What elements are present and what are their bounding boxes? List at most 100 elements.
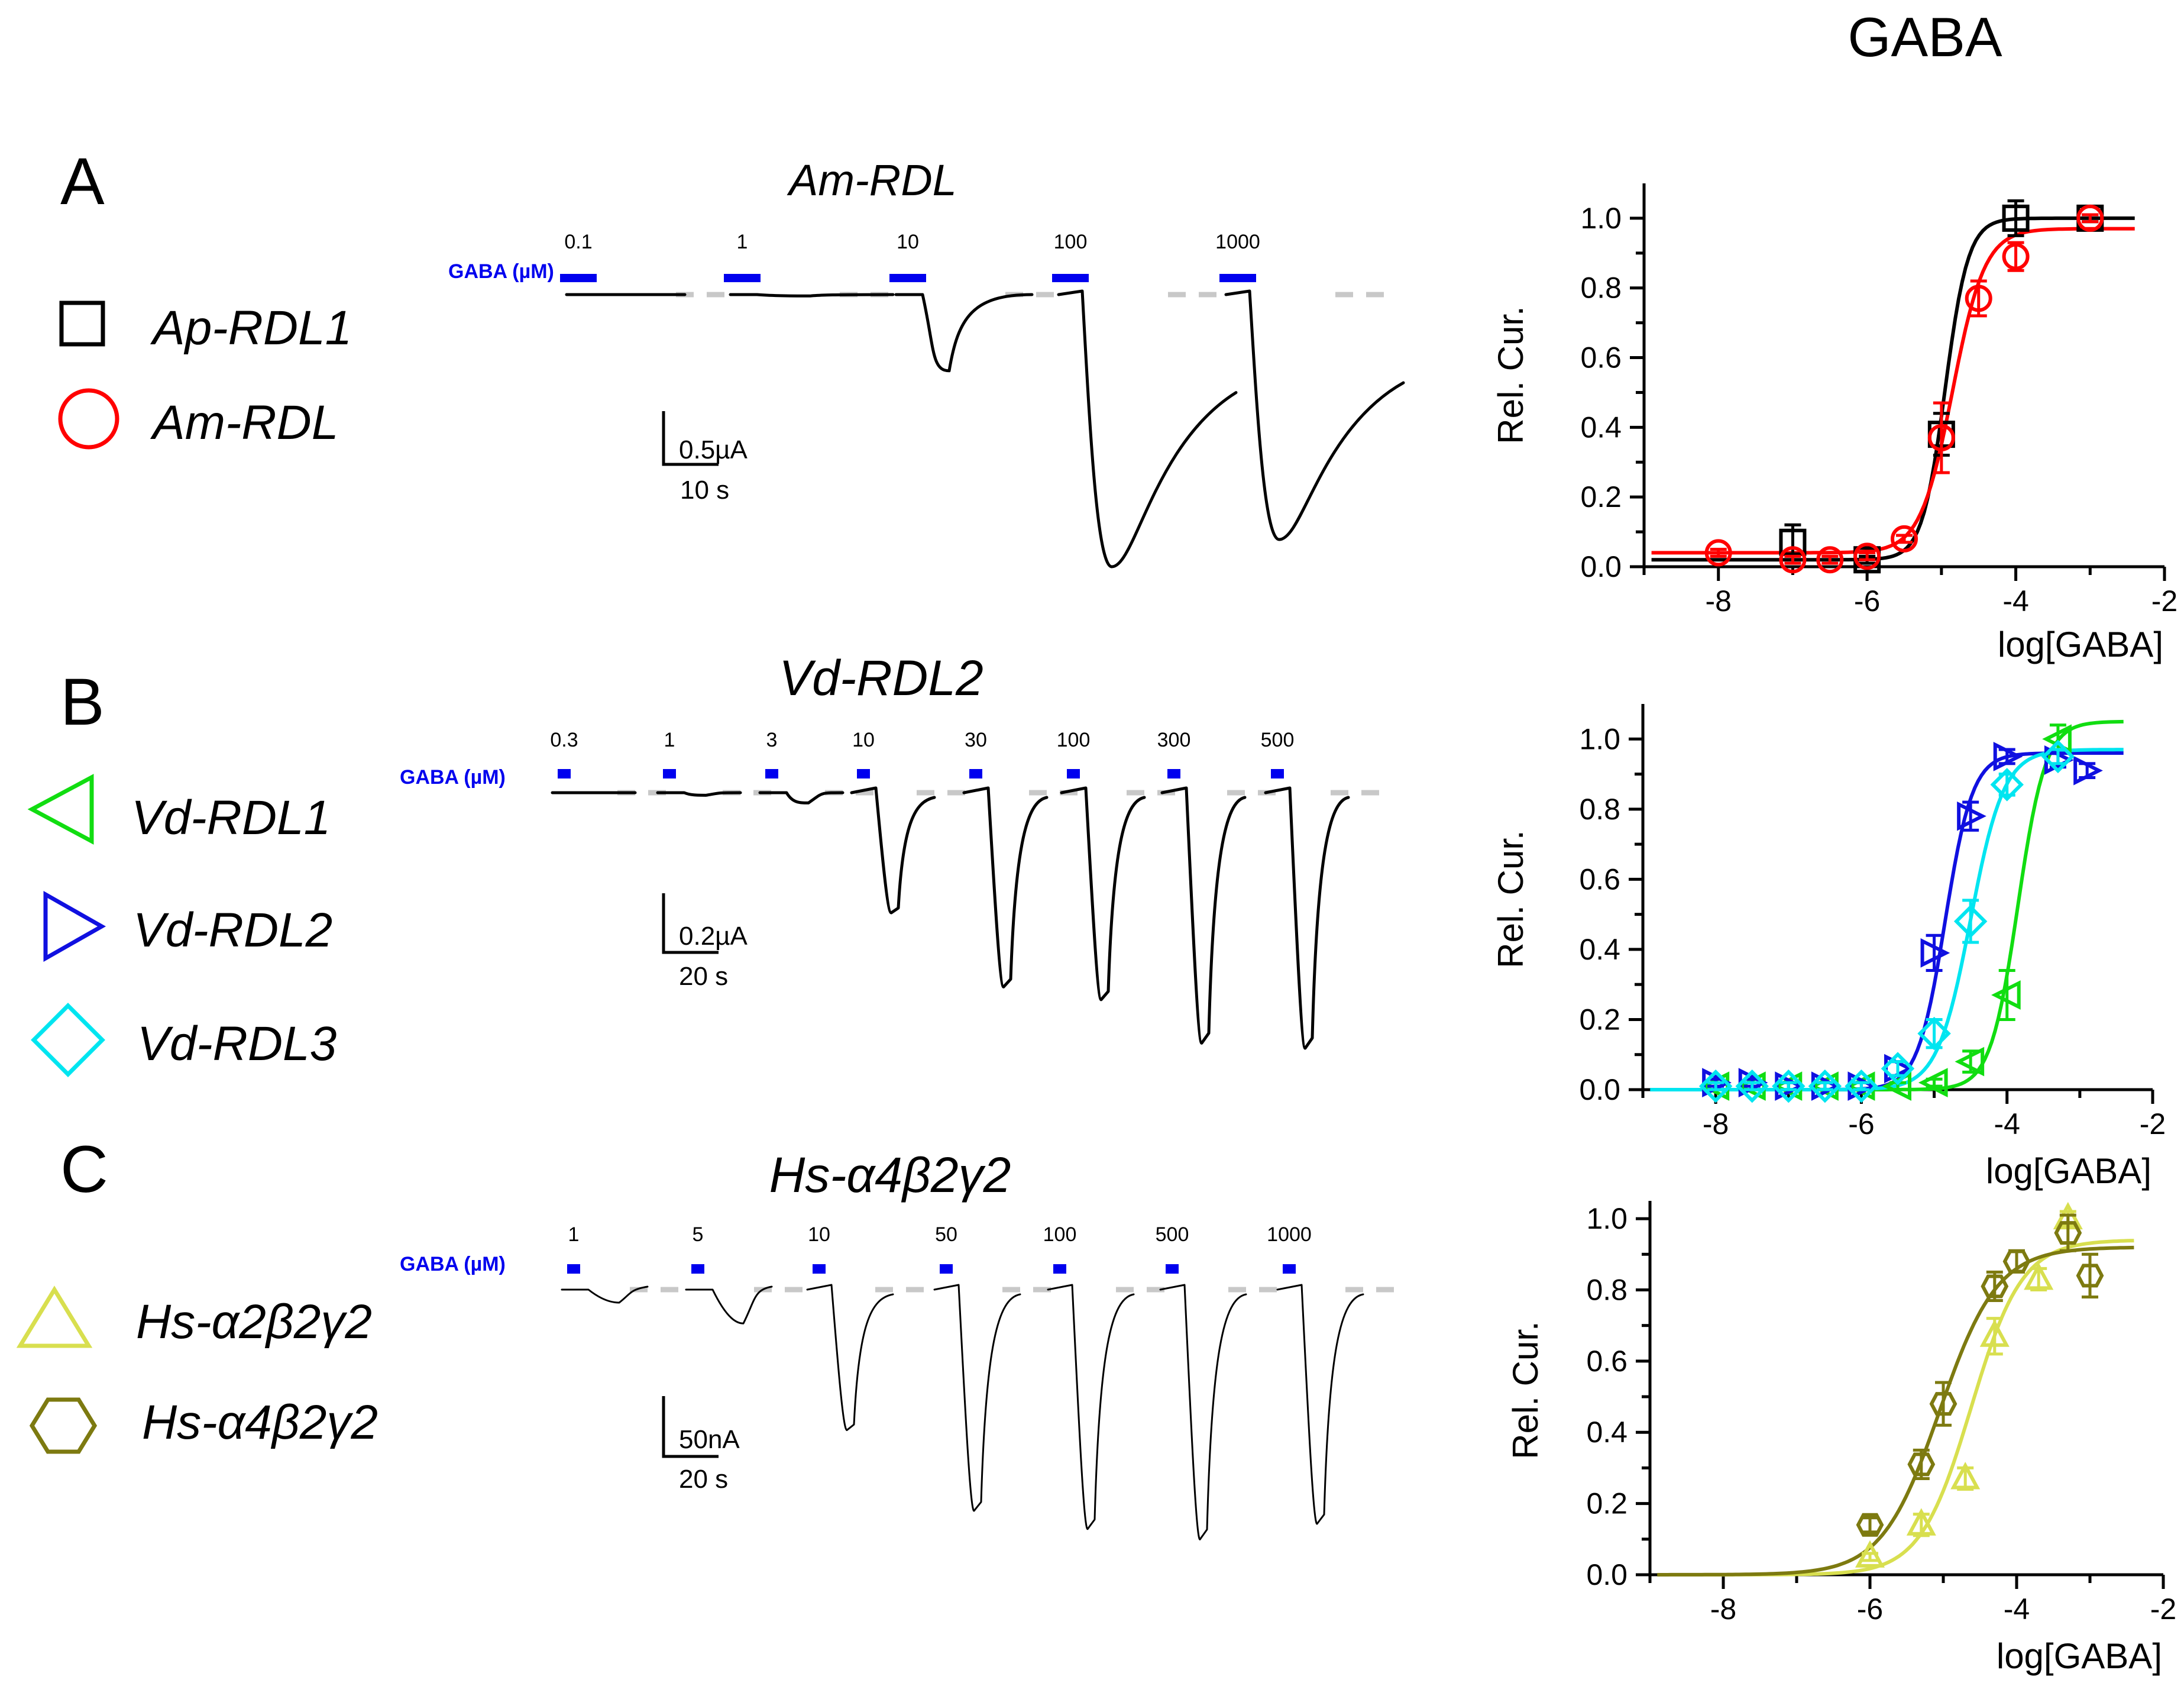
legend-square-marker [59,301,105,347]
data-point [1929,1392,1957,1416]
panel-a-legend: Ap-RDL1 Am-RDL [58,301,352,450]
panel-b-scale-time: 20 s [679,962,728,991]
y-axis-label: Rel. Cur. [1491,306,1531,444]
panel-b-construct-title: Vd-RDL2 [779,650,983,706]
panel-a-letter: A [60,144,105,218]
panel-c-scale-lines [662,1396,719,1458]
x-tick-label: -4 [2002,584,2028,618]
error-bar [1896,534,1913,544]
fit-curve-vd-rdl1 [1650,719,2124,1091]
x-tick-label: -4 [2004,1592,2030,1626]
error-bar [1933,401,1950,474]
error-bar [1816,1081,1833,1091]
legend-label-am-rdl: Am-RDL [150,396,338,450]
gaba-application-bar [1067,769,1080,778]
current-trace [729,293,895,298]
panel-a-scale-bar: 0.5µA 10 s [662,411,748,505]
data-point [2042,724,2072,754]
panel-c-scale-amp: 50nA [679,1425,740,1454]
concentration-label: 1 [664,729,675,751]
x-tick-label: -6 [1857,1592,1883,1626]
panel-a-scale-amp: 0.5µA [679,435,748,464]
data-point [2041,739,2075,774]
current-trace [1047,1284,1135,1530]
y-tick-label: 0.8 [1586,1273,1628,1306]
panel-c: C Hs-α2β2γ2 Hs-α4β2γ2 Hs-α4β2γ2 GABA (µM… [16,1132,1396,1540]
x-tick-label: -8 [1705,584,1731,618]
gaba-application-bar [1166,1264,1179,1274]
y-tick-label: 0.2 [1580,480,1622,513]
panel-b-scale-lines [662,893,719,954]
gaba-application-bar [691,1264,704,1274]
gaba-application-bar [969,769,982,778]
gaba-application-bar [1219,274,1256,282]
y-axis-label: Rel. Cur. [1491,830,1531,968]
panel-a: A Ap-RDL1 Am-RDL Am-RDL GABA (µM) 0.1 1 10… [58,144,1405,568]
error-bar [2059,1213,2076,1252]
data-point [1735,1069,1769,1103]
current-trace [933,1284,1021,1512]
gaba-application-bar [889,274,926,282]
legend-triangle-up-marker [16,1285,93,1348]
concentration-label: 300 [1157,729,1191,751]
panel-c-letter: C [60,1132,108,1206]
y-tick-label: 0.8 [1579,793,1620,826]
data-point [1955,1046,1985,1077]
data-point [2002,243,2030,270]
error-bar [1710,548,1727,558]
y-tick-label: 1.0 [1586,1202,1628,1235]
data-point [1855,1540,1885,1568]
concentration-label: 100 [1054,231,1088,253]
gaba-application-bar [765,769,778,778]
data-point [1965,285,1992,312]
panel-b-scale-amp: 0.2µA [679,922,748,951]
data-point [1920,938,1950,968]
data-point [1845,1069,1878,1103]
fit-curve-vd-rdl3 [1650,748,2124,1091]
y-tick-label: 0.4 [1586,1416,1628,1449]
concentration-label: 10 [897,231,919,253]
gaba-application-bar [560,274,597,282]
y-tick-label: 0.0 [1579,1073,1620,1106]
legend-circle-marker [58,388,119,450]
chart-a-dose-response: -8 -6 -4 -2 0.0 0.2 0.4 0.6 0.8 1.0 log[GABA] Rel. … [1491,183,2177,664]
legend-label-vd-rdl1: Vd-RDL1 [131,791,331,845]
data-point [1927,424,1955,451]
chart-c-dose-response: -8 -6 -4 -2 0.0 0.2 0.4 0.6 0.8 1.0 log[GABA] Rel. … [1506,1201,2176,1676]
panel-a-gaba-label: GABA (µM) [448,260,554,283]
gaba-application-bar [558,769,571,778]
legend-label-ap-rdl1: Ap-RDL1 [150,301,352,355]
x-tick-label: -8 [1710,1592,1736,1626]
y-tick-label: 0.6 [1586,1345,1628,1378]
data-point [1881,1052,1915,1086]
concentration-label: 1 [737,231,748,253]
error-bar [1862,1516,1878,1534]
data-point [2076,204,2104,232]
current-trace [1159,1284,1247,1540]
concentration-label: 50 [935,1223,957,1246]
error-bar [1821,554,1839,565]
error-bar [2008,1249,2025,1274]
fit-curve-ap-rdl1 [1651,216,2135,562]
data-point [1890,525,1918,553]
y-tick-label: 0.2 [1586,1487,1628,1520]
data-point [1917,1016,1951,1051]
panel-b-scale-bar: 0.2µA 20 s [662,893,748,991]
chart-axes [1642,183,2164,568]
data-point [1698,1069,1733,1103]
y-tick-label: 0.6 [1580,341,1622,374]
current-trace [685,1285,773,1325]
gaba-application-bar [663,769,676,778]
data-point [2073,755,2103,786]
data-point [1950,1462,1981,1490]
gaba-application-bar [857,769,870,778]
figure-header-title: GABA [1847,6,2002,68]
y-tick-label: 0.0 [1586,1558,1628,1591]
chart-axes [1648,1201,2163,1577]
legend-diamond-marker [31,1003,105,1077]
x-tick-label: -4 [1994,1107,2020,1141]
data-point [1816,546,1844,574]
fit-curve-am-rdl [1651,227,2135,555]
data-point [1772,1069,1806,1103]
data-point [1907,1452,1936,1477]
